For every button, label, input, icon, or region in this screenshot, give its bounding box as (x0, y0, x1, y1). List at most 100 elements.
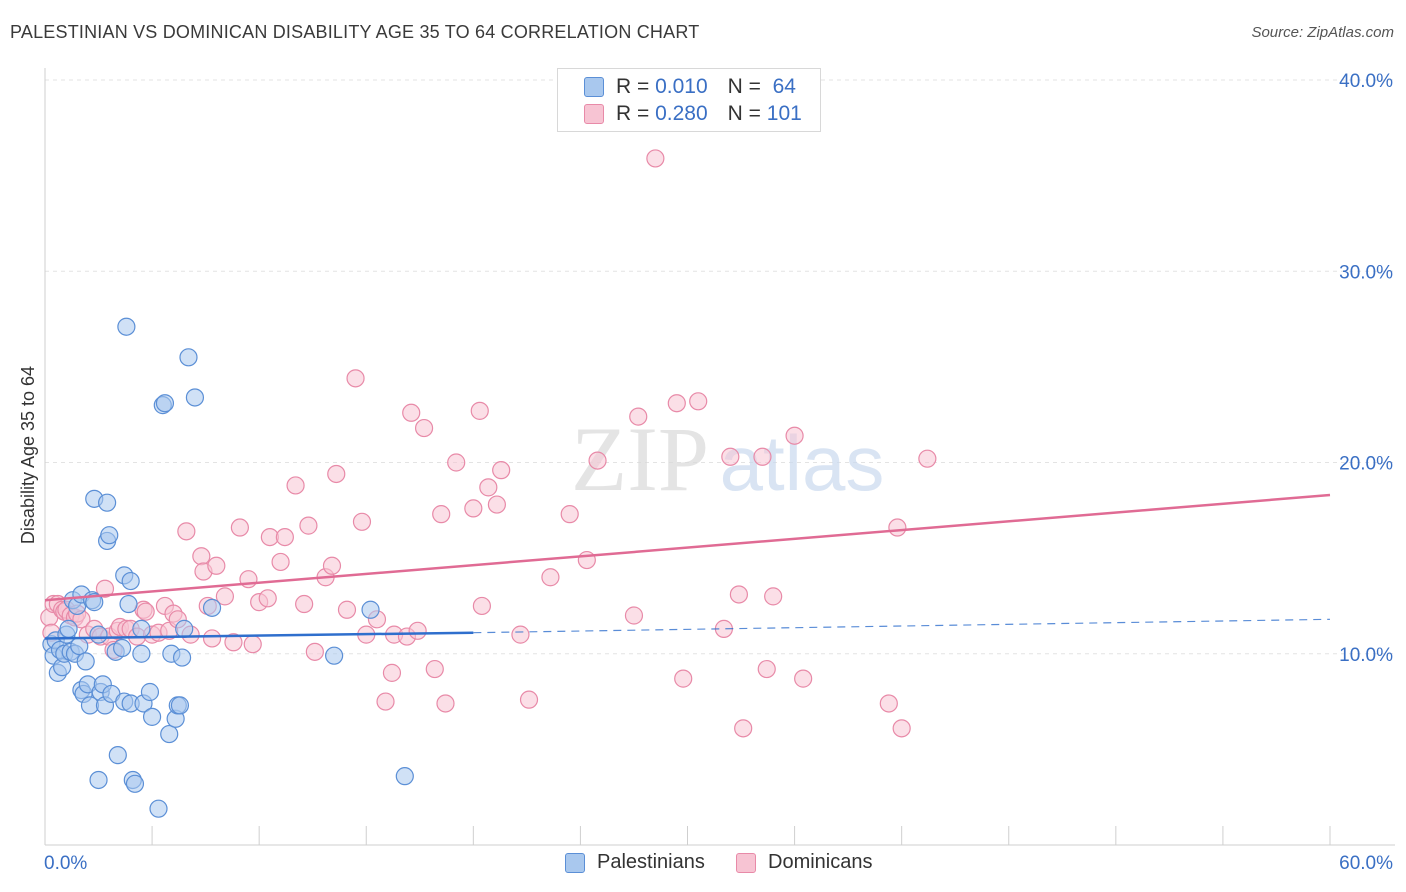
dominican-point (729, 585, 749, 604)
palestinian-point (125, 774, 145, 793)
y-axis-label: Disability Age 35 to 64 (18, 366, 38, 544)
dominican-point (224, 633, 243, 652)
palestinian-point (325, 646, 344, 665)
dominican-point (879, 694, 898, 713)
dominican-point (470, 401, 489, 420)
dominicans-legend-swatch (736, 852, 756, 873)
dominican-point (299, 516, 318, 535)
dominican-point (560, 505, 579, 524)
dominican-point (352, 512, 372, 531)
palestinian-point (89, 625, 108, 644)
dominican-point (721, 447, 740, 466)
palestinian-point (98, 493, 117, 512)
dominican-point (436, 694, 455, 713)
dominican-point (346, 369, 365, 388)
dominican-point (447, 453, 466, 472)
palestinian-point (140, 682, 160, 702)
legend-r-value: 0.280 (655, 102, 708, 125)
dominican-point (136, 602, 155, 621)
palestinian-point (59, 619, 78, 638)
y-tick-label: 40.0% (1339, 71, 1393, 92)
x-tick-label: 60.0% (1339, 853, 1393, 874)
legend-r-label: R = (616, 102, 650, 125)
dominican-point (271, 552, 290, 572)
dominican-point (202, 629, 222, 648)
axis-labels: 10.0% 20.0% 30.0% 40.0% 0.0% 60.0% Disability … (18, 71, 1393, 874)
dominican-point (207, 556, 226, 575)
dominican-point (425, 659, 444, 679)
dominican-point (624, 606, 644, 625)
dominican-point (192, 547, 211, 566)
dominican-point (337, 600, 357, 619)
dominican-point (577, 550, 596, 570)
palestinian-point (155, 394, 175, 413)
dominican-point (327, 464, 346, 484)
stats-legend: R = 0.010 N = 64 R = 0.280 N = 101 (557, 68, 821, 132)
y-tick-label: 20.0% (1339, 454, 1393, 475)
palestinian-point (149, 799, 168, 818)
legend-n-value: 101 (766, 102, 802, 125)
palestinian-point (108, 746, 127, 765)
trend-lines (44, 493, 1331, 640)
palestinian-point (361, 600, 380, 619)
palestinian-point (202, 598, 222, 617)
palestinian-point (121, 571, 140, 591)
dominican-point (215, 587, 234, 606)
dominican-point (230, 518, 249, 537)
dominican-point (519, 690, 539, 709)
dominican-point (487, 495, 506, 514)
palestinian-point (160, 724, 179, 744)
palestinians-legend-swatch (565, 852, 585, 873)
dominican-point (258, 589, 277, 608)
legend-r-value: 0.010 (655, 75, 708, 98)
grid-lines (45, 79, 1395, 655)
palestinian-point (185, 388, 205, 407)
legend-n-value: 64 (772, 75, 796, 98)
dominican-point (479, 478, 498, 497)
palestinian-point (112, 638, 132, 658)
dominican-point (472, 596, 491, 616)
dominican-point (892, 719, 911, 738)
legend-row-palestinians: R = 0.010 N = 64 (558, 74, 796, 100)
dominican-point (764, 587, 783, 606)
dominican-point (674, 669, 693, 688)
palestinian-point (119, 594, 138, 614)
dominican-point (177, 522, 196, 541)
palestinian-point (175, 619, 194, 638)
y-tick-label: 10.0% (1339, 645, 1393, 666)
dominican-point (734, 719, 753, 738)
dominican-point (511, 625, 530, 644)
legend-row-dominicans: R = 0.280 N = 101 (558, 101, 802, 127)
dominican-point (295, 594, 314, 614)
palestinian-point (132, 644, 151, 663)
palestinian-point (70, 636, 89, 656)
dominican-point (888, 518, 907, 537)
dominican-point (492, 461, 511, 480)
axes (44, 68, 1395, 846)
dominican-point (667, 394, 686, 413)
palestinian-point (142, 707, 162, 726)
y-tick-label: 30.0% (1339, 262, 1393, 283)
dominican-point (464, 499, 483, 518)
dominican-point (275, 527, 294, 547)
x-tick-label: 0.0% (44, 853, 87, 874)
dominican-point (918, 449, 937, 468)
dominican-point (402, 403, 421, 422)
dominican-point (689, 392, 708, 411)
dominican-point (785, 426, 804, 445)
dominican-point (646, 149, 665, 168)
dominicans-swatch (584, 104, 604, 124)
palestinian-trend-line (44, 631, 474, 640)
dominican-point (408, 621, 427, 640)
source-label: Source: ZipAtlas.com (1251, 24, 1394, 41)
palestinian-point (89, 770, 108, 790)
dominican-point (95, 579, 115, 598)
dominican-point (243, 635, 262, 654)
legend-n-label: N = (727, 102, 761, 125)
palestinian-point (85, 593, 104, 612)
dominican-point (794, 669, 813, 688)
dominican-point (414, 418, 434, 438)
dominican-point (629, 407, 648, 426)
palestinian-point (76, 652, 95, 671)
chart-title: PALESTINIAN VS DOMINICAN DISABILITY AGE … (10, 22, 700, 42)
